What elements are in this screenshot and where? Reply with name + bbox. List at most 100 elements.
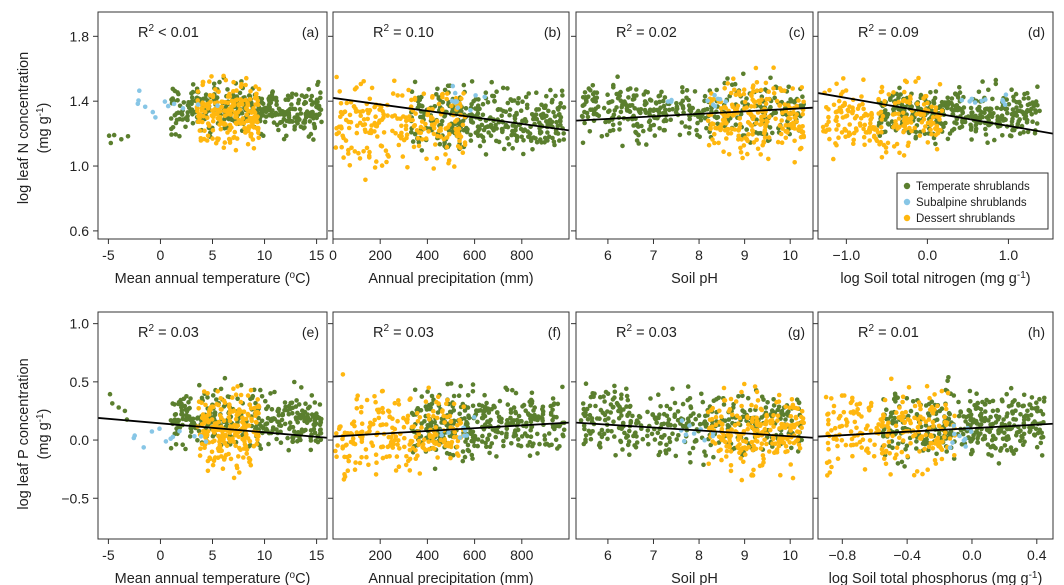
r-squared-label: R2 = 0.03 [138,323,199,341]
point-temperate [189,429,194,435]
point-temperate [514,110,519,116]
point-temperate [530,147,535,152]
point-temperate [246,93,252,98]
point-desert [850,453,855,459]
point-desert [405,165,410,170]
point-desert [419,425,424,430]
point-temperate [526,91,531,96]
point-temperate [470,403,476,409]
point-temperate [684,95,689,101]
point-desert [364,145,370,151]
point-temperate [460,449,466,454]
point-temperate [945,95,950,101]
point-temperate [969,436,974,442]
point-desert [441,413,447,419]
point-temperate [624,106,630,111]
point-desert [918,403,923,408]
point-desert [742,106,747,111]
point-desert [826,411,831,417]
point-subalpine [168,436,173,442]
point-temperate [465,442,471,448]
point-temperate [598,445,603,450]
point-temperate [110,401,115,406]
panel-frame [817,311,1054,540]
point-temperate [297,107,303,112]
point-temperate [617,127,622,132]
point-temperate [606,416,611,421]
point-temperate [281,112,287,118]
point-temperate [480,112,486,118]
point-temperate [440,100,446,105]
point-temperate [767,125,773,130]
point-desert [713,414,719,420]
point-desert [731,112,737,118]
point-temperate [527,453,533,459]
point-subalpine [180,106,186,111]
point-desert [241,409,247,415]
point-desert [234,465,240,471]
point-temperate [657,126,662,131]
point-temperate [620,420,626,426]
point-temperate [681,424,686,429]
point-temperate [179,111,184,116]
point-desert [749,439,755,445]
point-temperate [313,412,318,418]
point-temperate [949,96,955,101]
point-temperate [183,124,188,130]
point-temperate [521,138,526,143]
point-desert [848,400,854,406]
point-temperate [895,461,901,466]
point-temperate [282,123,288,129]
point-temperate [607,128,613,134]
point-temperate [581,423,587,428]
point-temperate [561,105,567,110]
point-desert [361,149,366,154]
point-temperate [604,132,610,138]
point-temperate [1006,436,1011,442]
point-desert [913,79,918,84]
panel-letter: (b) [544,24,561,40]
point-desert [451,401,457,407]
point-temperate [609,99,615,104]
point-subalpine [959,97,965,103]
point-temperate [290,436,296,441]
point-temperate [528,427,533,433]
point-temperate [285,93,291,99]
point-desert [218,448,223,454]
point-desert [868,403,874,409]
point-temperate [306,87,312,92]
point-temperate [1032,130,1038,136]
point-desert [743,439,749,445]
point-temperate [945,378,950,384]
point-desert [782,102,788,107]
point-temperate [996,461,1002,466]
point-desert [936,423,942,429]
point-temperate [529,390,535,396]
point-desert [792,160,797,165]
point-desert [755,422,760,428]
point-desert [857,439,863,445]
point-desert [341,155,346,160]
data-points [333,74,569,183]
point-desert [248,132,253,137]
x-tick-label: 0.0 [918,247,938,263]
point-temperate [983,126,988,132]
point-desert [256,86,262,92]
point-temperate [515,100,521,106]
point-desert [780,436,785,442]
point-desert [833,109,839,115]
point-desert [796,442,802,448]
point-desert [461,404,467,410]
point-desert [339,144,345,150]
point-temperate [1038,408,1044,414]
point-desert [216,89,221,95]
point-temperate [1002,443,1008,448]
point-temperate [290,410,295,416]
point-temperate [489,79,495,85]
point-desert [760,142,765,148]
point-desert [930,411,936,416]
point-desert [938,445,943,451]
point-temperate [259,424,264,429]
x-axis-title: log Soil total nitrogen (mg g-1) [840,270,1030,287]
point-desert [760,453,766,458]
